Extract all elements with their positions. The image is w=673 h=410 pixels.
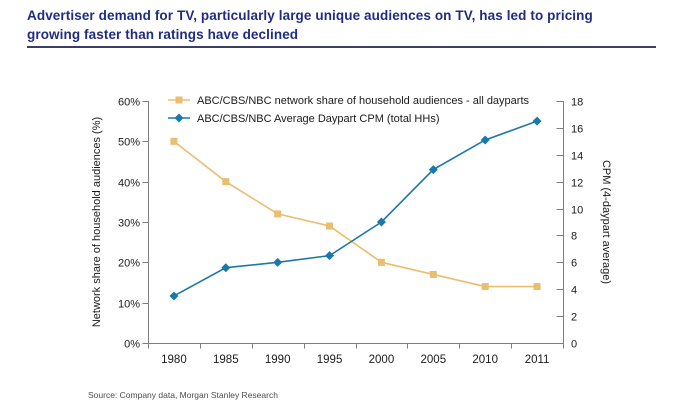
right-axis-tick-label: 4 [571, 285, 577, 297]
series-cpm [169, 116, 542, 301]
title-line-1: Advertiser demand for TV, particularly l… [27, 8, 593, 23]
diamond-marker [480, 135, 490, 145]
diamond-marker [273, 257, 283, 267]
right-axis-tick-label: 18 [571, 97, 583, 109]
x-axis-category-label: 2005 [421, 354, 447, 366]
right-axis-tick-label: 2 [571, 312, 577, 324]
left-axis-ticks: 0% 10% 20% 30% 40% 50% 60% [118, 97, 149, 351]
right-axis-tick-label: 12 [571, 178, 583, 190]
page-title: Advertiser demand for TV, particularly l… [27, 7, 659, 44]
left-axis-tick-label: 10% [118, 299, 140, 311]
left-axis-tick-label: 50% [118, 137, 140, 149]
diamond-marker [532, 116, 542, 126]
right-axis-tick-label: 8 [571, 231, 577, 243]
diamond-marker [221, 263, 231, 273]
x-axis-ticks: 1980 1985 1990 1995 2000 2005 2010 2011 [148, 343, 564, 366]
legend-label: ABC/CBS/NBC network share of household a… [197, 95, 530, 107]
source-note: Source: Company data, Morgan Stanley Res… [88, 390, 278, 400]
legend-item: ABC/CBS/NBC network share of household a… [168, 95, 530, 107]
left-axis-title: Network share of household audiences (%) [91, 117, 103, 327]
title-underline [27, 46, 656, 48]
series-line [173, 140, 538, 288]
left-axis-tick-label: 30% [118, 218, 140, 230]
right-axis-ticks: 0 2 4 6 8 10 12 14 16 18 [556, 97, 583, 351]
square-marker [170, 137, 178, 145]
right-axis-tick-label: 14 [571, 151, 583, 163]
diamond-marker [169, 291, 179, 301]
diamond-marker [325, 251, 335, 261]
legend-item: ABC/CBS/NBC Average Daypart CPM (total H… [168, 113, 439, 125]
x-axis-category-label: 2000 [369, 354, 395, 366]
right-axis-tick-label: 10 [571, 205, 583, 217]
square-marker [222, 178, 230, 186]
left-axis-tick-label: 0% [124, 339, 140, 351]
legend: ABC/CBS/NBC network share of household a… [168, 95, 530, 125]
right-axis-tick-label: 0 [571, 339, 577, 351]
x-axis-category-label: 2011 [525, 354, 550, 366]
x-axis-category-label: 1990 [265, 354, 291, 366]
diamond-marker [174, 113, 184, 123]
square-marker [429, 270, 437, 278]
x-axis-category-label: 1980 [161, 354, 187, 366]
diamond-marker [376, 217, 386, 227]
left-axis-tick-label: 40% [118, 178, 140, 190]
x-axis-category-label: 1985 [213, 354, 239, 366]
square-marker [175, 96, 183, 104]
square-marker [377, 258, 385, 266]
square-marker [274, 210, 282, 218]
series-share [170, 137, 541, 291]
right-axis-tick-label: 6 [571, 258, 577, 270]
left-axis-tick-label: 60% [118, 97, 140, 109]
title-line-2: growing faster than ratings have decline… [27, 26, 299, 42]
square-marker [326, 222, 334, 230]
x-axis-category-label: 1995 [317, 354, 343, 366]
square-marker [481, 283, 489, 291]
axes [148, 101, 564, 344]
square-marker [533, 283, 541, 291]
left-axis-tick-label: 20% [118, 258, 140, 270]
legend-label: ABC/CBS/NBC Average Daypart CPM (total H… [197, 113, 439, 125]
right-axis-tick-label: 16 [571, 124, 583, 136]
series-line [173, 120, 538, 297]
diamond-marker [428, 165, 438, 175]
right-axis-title: CPM (4-daypart average) [600, 160, 612, 284]
x-axis-category-label: 2010 [472, 354, 498, 366]
